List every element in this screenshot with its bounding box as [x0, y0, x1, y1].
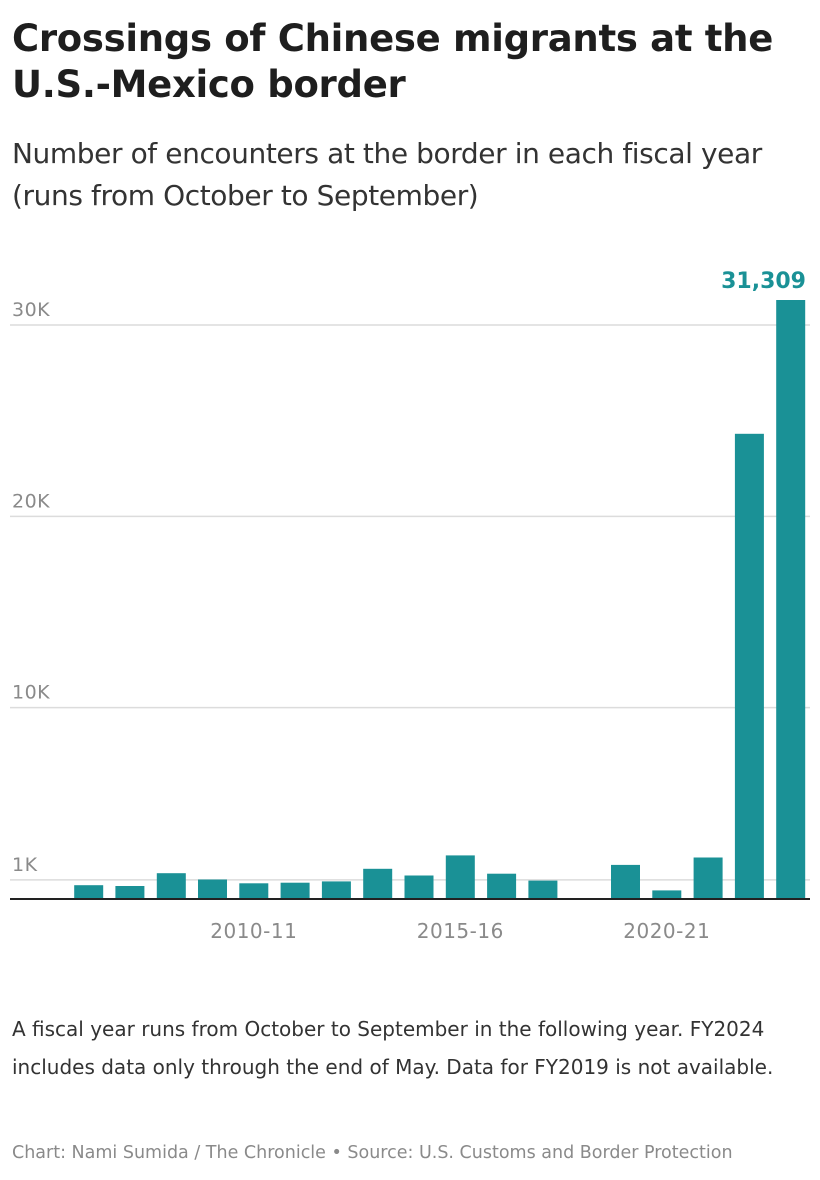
bar — [445, 855, 475, 899]
y-tick-label: 10K — [12, 682, 50, 704]
footnote: A fiscal year runs from October to Septe… — [12, 1017, 774, 1079]
x-tick-label: 2010-11 — [210, 919, 297, 943]
bar — [321, 881, 351, 899]
bar-chart: 1K 10K 20K 30K 2010-11 2015-16 2020-21 31,309 — [10, 269, 810, 943]
y-tick-label: 1K — [12, 854, 38, 876]
bar — [156, 873, 186, 899]
bar — [115, 886, 145, 899]
bar — [74, 885, 104, 899]
y-tick-label: 20K — [12, 490, 50, 512]
bar — [734, 433, 764, 899]
bar — [528, 880, 558, 899]
bar — [693, 857, 723, 899]
bar — [404, 875, 434, 899]
x-axis-tick-labels: 2010-11 2015-16 2020-21 — [210, 919, 710, 943]
bar — [239, 883, 269, 899]
bar — [487, 873, 517, 899]
bar — [776, 300, 806, 899]
bar — [198, 879, 227, 899]
peak-value-label: 31,309 — [721, 269, 806, 294]
x-tick-label: 2015-16 — [417, 919, 504, 943]
gridlines — [10, 324, 810, 881]
credit-line: Chart: Nami Sumida / The Chronicle • Sou… — [12, 1143, 733, 1163]
y-tick-label: 30K — [12, 299, 50, 321]
bar — [363, 868, 393, 899]
bar — [280, 882, 310, 899]
bars — [74, 300, 806, 899]
bar — [652, 890, 682, 899]
chart-title: Crossings of Chinese migrants at the U.S… — [12, 17, 774, 106]
chart-subtitle: Number of encounters at the border in ea… — [12, 137, 762, 212]
y-axis-tick-labels: 1K 10K 20K 30K — [12, 299, 50, 876]
x-tick-label: 2020-21 — [623, 919, 710, 943]
bar — [611, 864, 640, 899]
